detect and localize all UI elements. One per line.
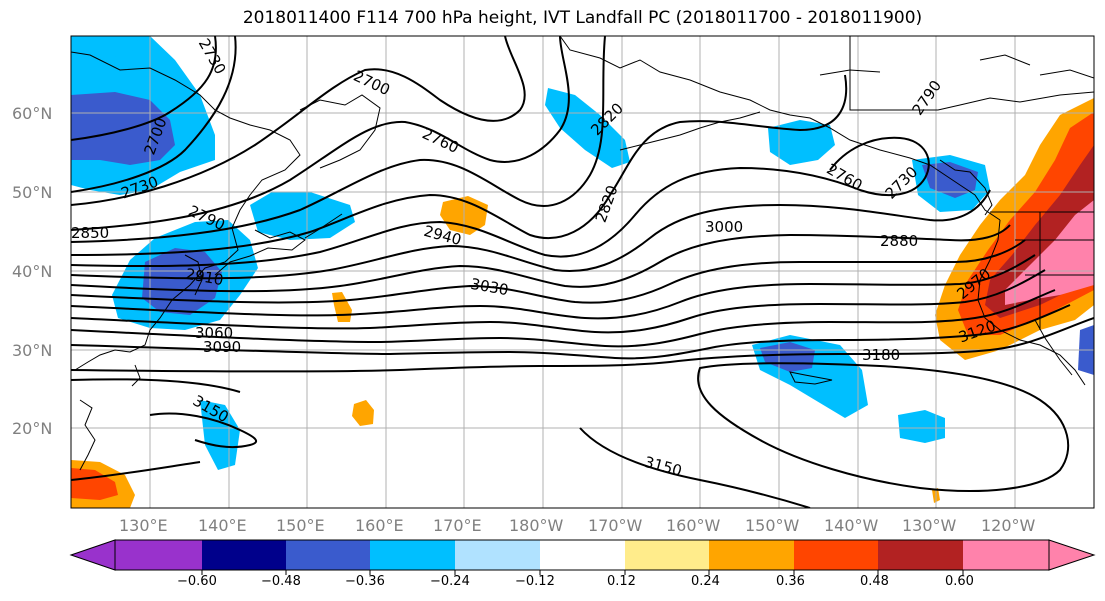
height-contours	[71, 36, 1094, 508]
lon-label: 130°E	[119, 516, 168, 535]
colorbar-bin	[202, 540, 286, 570]
coast-kamchatka	[299, 94, 381, 169]
colorbar-arrow-right	[1048, 539, 1096, 571]
colorbar-bin	[455, 540, 540, 570]
shade-west-small	[200, 400, 240, 470]
colorbar-bin	[625, 540, 709, 570]
contour-label: 2730	[195, 35, 230, 77]
shade-japan-north	[250, 192, 355, 240]
shade-sw-red	[71, 468, 118, 500]
colorbar	[69, 539, 1096, 575]
contour-label: 2760	[823, 160, 865, 195]
contour-label: 2700	[351, 67, 393, 99]
lon-label: 120°W	[981, 516, 1036, 535]
coast-canada-border	[849, 36, 938, 111]
contour-label: 3150	[642, 453, 684, 480]
colorbar-bin	[709, 540, 794, 570]
colorbar-arrow-left	[69, 539, 116, 571]
lat-label: 30°N	[12, 341, 53, 360]
colorbar-bin	[878, 540, 963, 570]
colorbar-tick-label: −0.12	[515, 574, 555, 589]
shade-bering	[545, 88, 630, 168]
contour-label: 2820	[592, 183, 622, 225]
contour-label-group: 2730 2700 2730 2700 2820 2760 2820 2760 …	[71, 35, 998, 480]
shade-nw-top	[88, 36, 140, 58]
colorbar-tick-label: 0.60	[945, 574, 974, 589]
lon-label: 140°E	[198, 516, 247, 535]
lon-label: 150°W	[745, 516, 800, 535]
lon-label: 150°E	[276, 516, 325, 535]
lat-label: 50°N	[12, 183, 53, 202]
contour-label: 2790	[909, 77, 946, 119]
colorbar-bin	[794, 540, 878, 570]
contour-label: 2760	[419, 124, 461, 156]
contour-label: 3060	[195, 324, 233, 342]
contour-label: 3000	[705, 218, 743, 236]
lon-label: 170°W	[588, 516, 643, 535]
lon-label: 140°W	[824, 516, 879, 535]
colorbar-bin	[370, 540, 455, 570]
shade-sub2	[898, 410, 945, 443]
coast-japan	[214, 229, 306, 276]
colorbar-tick-label: −0.36	[345, 574, 385, 589]
colorbar-tick-label: 0.36	[776, 574, 805, 589]
colorbar-bin	[540, 540, 625, 570]
coast-arctic2	[979, 54, 1031, 66]
colorbar-tick-label: −0.48	[261, 574, 301, 589]
colorbar-bin	[963, 540, 1049, 570]
coast-arctic1	[819, 69, 881, 76]
lon-label: 160°W	[666, 516, 721, 535]
lat-label: 60°N	[12, 104, 53, 123]
map-frame	[70, 35, 1095, 509]
coast-asia	[71, 36, 301, 371]
lon-label: 180°W	[509, 516, 564, 535]
coast-arctic3	[1039, 69, 1094, 79]
coastlines	[71, 36, 1094, 471]
shade-nw-mid	[71, 92, 175, 165]
colorbar-tick-label: −0.24	[430, 574, 470, 589]
coast-alaska	[559, 36, 1001, 221]
lon-label: 130°W	[902, 516, 957, 535]
colorbar-bin	[115, 540, 202, 570]
lat-label: 40°N	[12, 262, 53, 281]
colorbar-tick-label: −0.60	[177, 574, 217, 589]
colorbar-tick-label: 0.12	[607, 574, 636, 589]
lat-label: 20°N	[12, 419, 53, 438]
lon-label: 160°E	[355, 516, 404, 535]
map-title: 2018011400 F114 700 hPa height, IVT Land…	[242, 8, 923, 28]
contour-label: 3090	[203, 338, 241, 356]
colorbar-tick-label: 0.24	[691, 574, 720, 589]
lon-label: 170°E	[433, 516, 482, 535]
colorbar-tick-label: 0.48	[860, 574, 889, 589]
contour-label: 3180	[862, 346, 900, 364]
contour-label: 2880	[880, 232, 918, 250]
contour-label: 2850	[71, 224, 109, 242]
shade-goa-light	[768, 120, 835, 165]
coast-hawaii	[789, 371, 833, 385]
coast-bc	[939, 159, 993, 216]
shade-small1	[332, 292, 352, 322]
coast-taiwan	[131, 364, 141, 387]
coast-philippines	[79, 399, 96, 471]
coast-korea	[184, 254, 203, 296]
shade-ar-pink	[1005, 200, 1094, 305]
coast-nw-canada	[937, 91, 1094, 111]
colorbar-frame	[114, 539, 1050, 571]
colorbar-bin	[286, 540, 370, 570]
contour-label: 3030	[469, 275, 510, 299]
shade-small2	[352, 400, 374, 426]
